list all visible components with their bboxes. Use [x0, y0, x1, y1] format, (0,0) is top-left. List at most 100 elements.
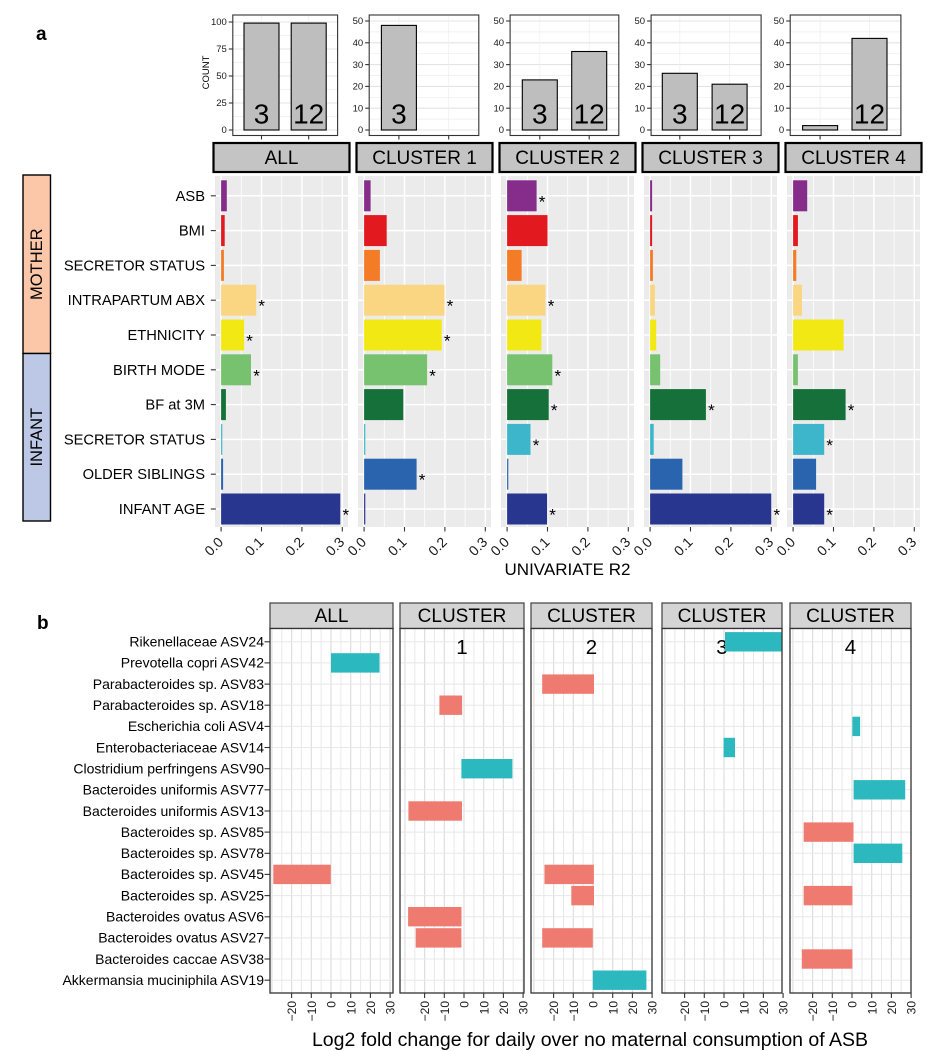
svg-text:20: 20: [494, 82, 505, 93]
svg-text:50: 50: [635, 16, 646, 27]
svg-text:20: 20: [497, 1001, 511, 1015]
svg-text:30: 30: [646, 1001, 660, 1015]
svg-text:10: 10: [635, 103, 646, 114]
svg-text:50: 50: [774, 16, 785, 27]
svg-text:−20: −20: [418, 1001, 432, 1022]
svg-text:20: 20: [885, 1001, 899, 1015]
svg-text:CLUSTER: CLUSTER: [547, 606, 636, 627]
svg-text:Bacteroides uniformis ASV77: Bacteroides uniformis ASV77: [83, 782, 265, 798]
svg-text:0: 0: [846, 1001, 860, 1008]
svg-text:0: 0: [325, 1001, 339, 1008]
svg-text:30: 30: [494, 60, 505, 71]
svg-text:0: 0: [718, 1001, 732, 1008]
svg-text:−20: −20: [806, 1001, 820, 1022]
svg-text:Clostridium perfringens ASV90: Clostridium perfringens ASV90: [73, 761, 264, 777]
svg-text:*: *: [253, 366, 260, 385]
svg-text:10: 10: [606, 1001, 620, 1015]
svg-text:INTRAPARTUM ABX: INTRAPARTUM ABX: [68, 293, 206, 309]
svg-text:*: *: [549, 506, 556, 525]
svg-text:*: *: [342, 506, 349, 525]
svg-text:*: *: [548, 297, 555, 316]
svg-text:3: 3: [254, 99, 270, 130]
svg-text:−10: −10: [698, 1001, 712, 1022]
svg-text:30: 30: [384, 1001, 398, 1015]
svg-text:Bacteroides uniformis ASV13: Bacteroides uniformis ASV13: [83, 803, 265, 819]
svg-text:30: 30: [905, 1001, 919, 1015]
svg-text:−10: −10: [305, 1001, 319, 1022]
svg-text:Bacteroides caccae ASV38: Bacteroides caccae ASV38: [95, 951, 264, 967]
svg-text:25: 25: [216, 98, 227, 109]
svg-text:OLDER SIBLINGS: OLDER SIBLINGS: [83, 467, 206, 483]
svg-text:10: 10: [774, 103, 785, 114]
svg-text:*: *: [848, 401, 855, 420]
svg-text:12: 12: [854, 99, 885, 130]
svg-text:*: *: [246, 332, 253, 351]
svg-text:Bacteroides sp. ASV78: Bacteroides sp. ASV78: [121, 845, 264, 861]
svg-text:0: 0: [499, 125, 504, 136]
svg-text:SECRETOR STATUS: SECRETOR STATUS: [64, 258, 205, 274]
svg-text:10: 10: [494, 103, 505, 114]
svg-text:−20: −20: [547, 1001, 561, 1022]
svg-text:0: 0: [358, 125, 363, 136]
svg-text:*: *: [258, 297, 265, 316]
svg-text:MOTHER: MOTHER: [28, 228, 46, 300]
svg-text:40: 40: [494, 38, 505, 49]
svg-text:10: 10: [477, 1001, 491, 1015]
svg-text:20: 20: [364, 1001, 378, 1015]
svg-text:*: *: [444, 332, 451, 351]
svg-text:−10: −10: [826, 1001, 840, 1022]
svg-text:Escherichia coli ASV4: Escherichia coli ASV4: [128, 718, 264, 734]
svg-text:*: *: [533, 436, 540, 455]
svg-text:a: a: [36, 24, 47, 45]
svg-text:3: 3: [716, 636, 727, 659]
svg-text:BMI: BMI: [179, 224, 205, 240]
svg-text:30: 30: [353, 60, 364, 71]
svg-text:0: 0: [587, 1001, 601, 1008]
svg-text:*: *: [551, 401, 558, 420]
svg-text:20: 20: [774, 82, 785, 93]
svg-text:Parabacteroides sp. ASV83: Parabacteroides sp. ASV83: [93, 676, 264, 692]
svg-text:*: *: [447, 297, 454, 316]
svg-text:30: 30: [777, 1001, 791, 1015]
svg-text:*: *: [773, 506, 780, 525]
svg-text:Bacteroides ovatus ASV27: Bacteroides ovatus ASV27: [98, 930, 264, 946]
svg-text:ALL: ALL: [315, 606, 349, 627]
svg-text:3: 3: [391, 99, 407, 130]
svg-text:20: 20: [757, 1001, 771, 1015]
svg-text:*: *: [708, 401, 715, 420]
svg-text:UNIVARIATE R2: UNIVARIATE R2: [505, 560, 631, 579]
svg-text:30: 30: [517, 1001, 531, 1015]
svg-text:10: 10: [344, 1001, 358, 1015]
svg-text:CLUSTER 4: CLUSTER 4: [801, 148, 906, 169]
svg-text:40: 40: [774, 38, 785, 49]
svg-text:b: b: [37, 613, 49, 634]
svg-text:50: 50: [353, 16, 364, 27]
svg-text:50: 50: [494, 16, 505, 27]
svg-text:1: 1: [456, 636, 467, 659]
svg-text:COUNT: COUNT: [201, 55, 212, 89]
svg-text:75: 75: [216, 44, 227, 55]
svg-text:ETHNICITY: ETHNICITY: [127, 328, 205, 344]
svg-text:*: *: [539, 192, 546, 211]
svg-text:CLUSTER: CLUSTER: [678, 606, 767, 627]
svg-text:SECRETOR STATUS: SECRETOR STATUS: [64, 432, 205, 448]
svg-text:10: 10: [353, 103, 364, 114]
svg-text:−10: −10: [438, 1001, 452, 1022]
svg-text:Enterobacteriaceae ASV14: Enterobacteriaceae ASV14: [96, 739, 264, 755]
svg-text:4: 4: [845, 636, 856, 659]
svg-text:CLUSTER 2: CLUSTER 2: [515, 148, 620, 169]
svg-text:12: 12: [714, 99, 745, 130]
svg-text:*: *: [554, 366, 561, 385]
svg-text:30: 30: [774, 60, 785, 71]
svg-text:BF at 3M: BF at 3M: [145, 398, 205, 414]
svg-text:2: 2: [586, 636, 597, 659]
svg-text:0: 0: [222, 125, 227, 136]
svg-text:12: 12: [293, 99, 324, 130]
svg-text:Log2 fold change for daily ove: Log2 fold change for daily over no mater…: [312, 1029, 868, 1051]
svg-text:CLUSTER 1: CLUSTER 1: [372, 148, 477, 169]
svg-text:ALL: ALL: [265, 148, 299, 169]
svg-text:0: 0: [779, 125, 784, 136]
svg-text:Parabacteroides sp. ASV18: Parabacteroides sp. ASV18: [93, 697, 264, 713]
svg-text:10: 10: [737, 1001, 751, 1015]
svg-text:12: 12: [574, 99, 605, 130]
